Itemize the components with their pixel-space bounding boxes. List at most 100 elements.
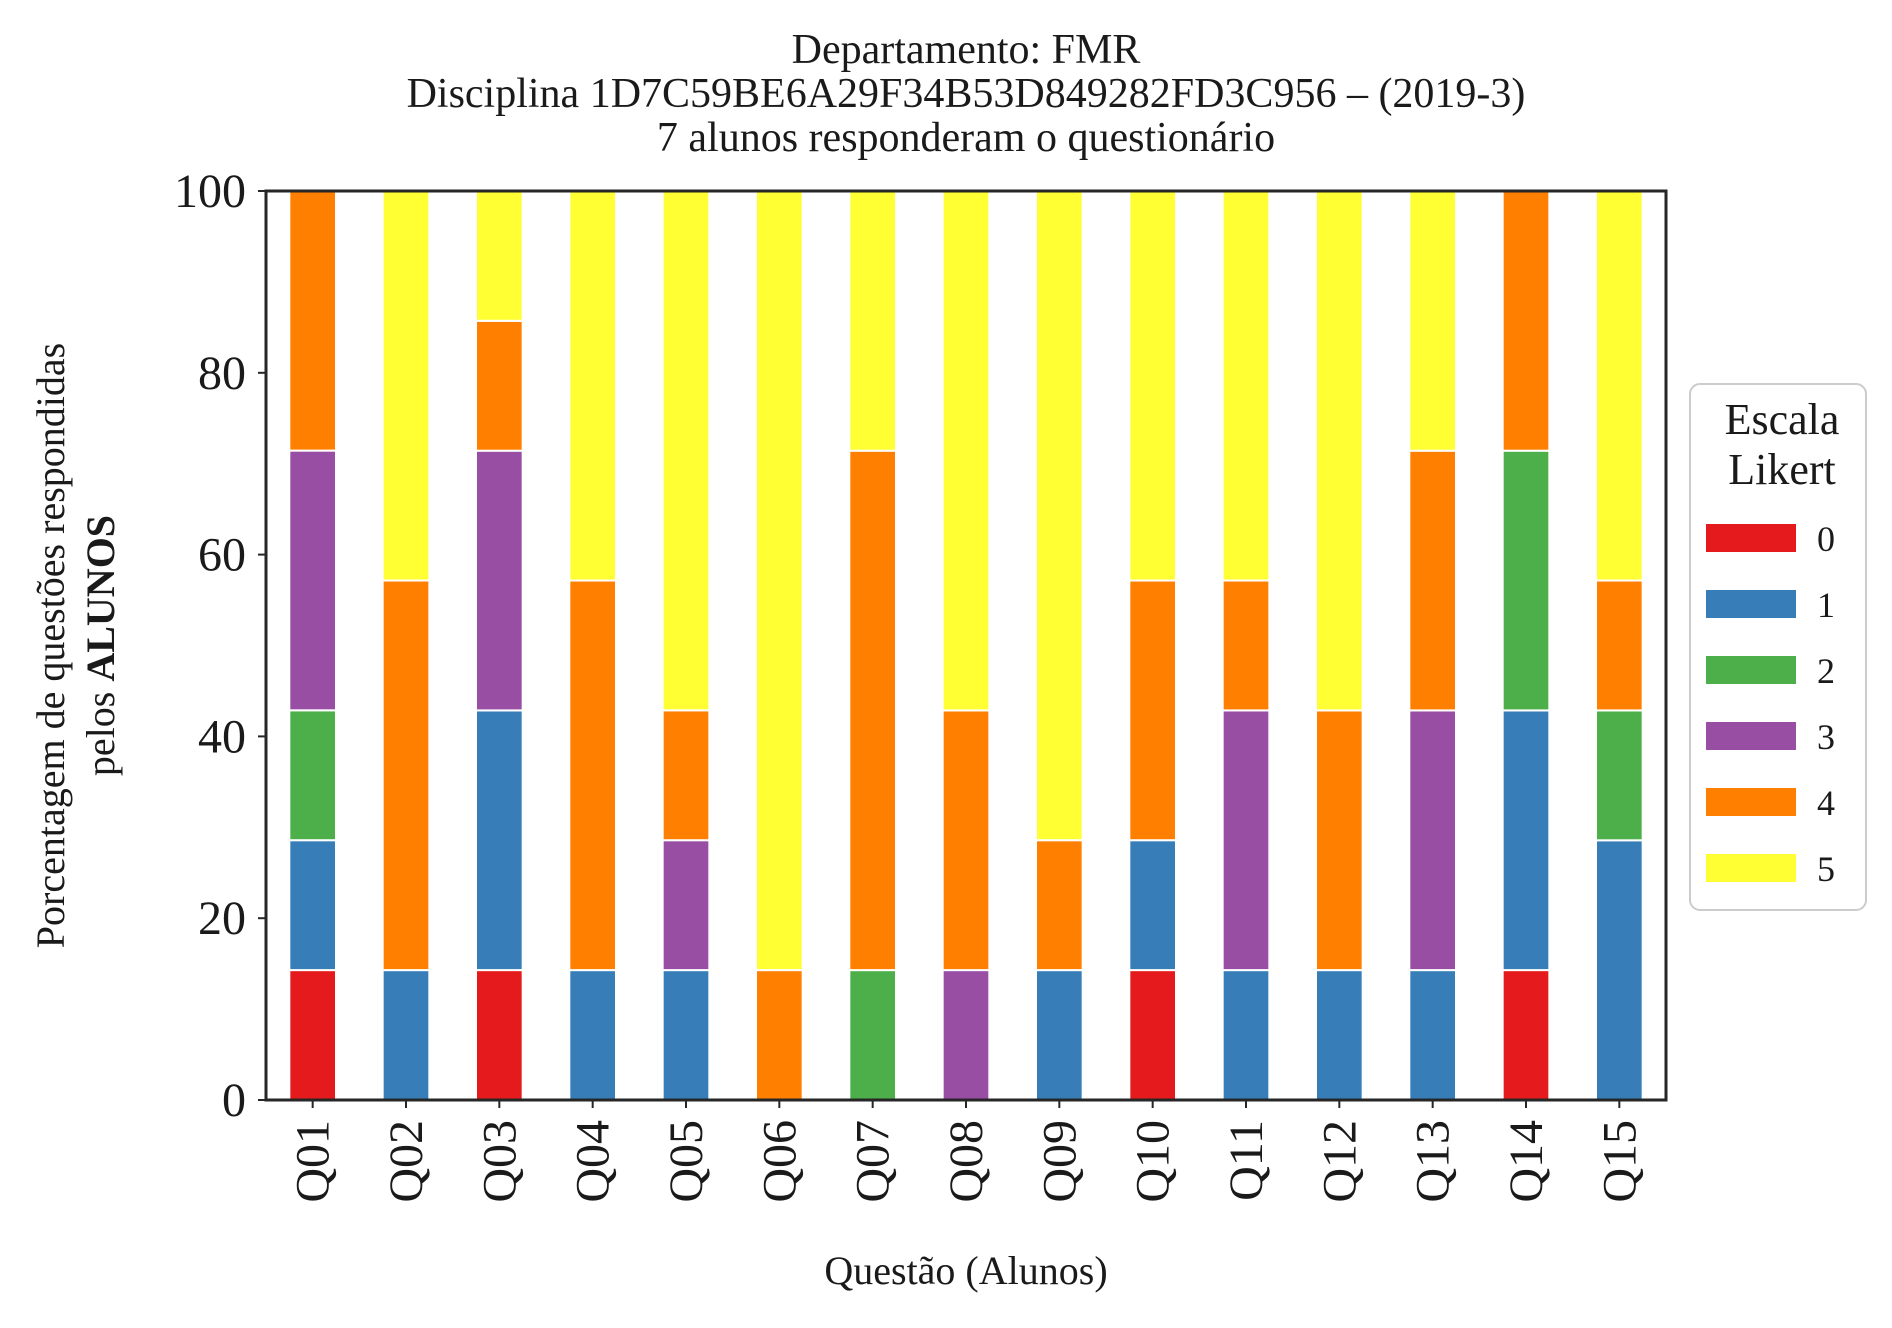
x-tick-label: Q04 bbox=[567, 1120, 620, 1203]
legend-label-1: 1 bbox=[1817, 585, 1835, 625]
bar-segment-q11-likert-5 bbox=[1221, 189, 1271, 582]
y-axis-label-prefix: pelos bbox=[78, 682, 123, 776]
y-tick-label: 40 bbox=[198, 710, 246, 763]
bar-segment-q03-likert-4 bbox=[475, 319, 524, 452]
bar-segment-q04-likert-5 bbox=[568, 189, 617, 582]
legend-title: Escala bbox=[1725, 395, 1840, 444]
bar-segment-q12-likert-5 bbox=[1315, 190, 1364, 712]
bar-segment-q04-likert-1 bbox=[568, 969, 617, 1101]
y-tick-label: 0 bbox=[222, 1074, 246, 1127]
bar-segment-q13-likert-1 bbox=[1408, 969, 1458, 1101]
bar-segment-q13-likert-5 bbox=[1408, 190, 1458, 452]
bar-segment-q12-likert-1 bbox=[1315, 969, 1364, 1101]
x-tick-label: Q01 bbox=[287, 1120, 340, 1203]
x-tick-label: Q10 bbox=[1127, 1120, 1180, 1203]
bar-segment-q01-likert-0 bbox=[288, 969, 338, 1101]
y-tick-label: 80 bbox=[198, 347, 246, 400]
bar-segment-q08-likert-5 bbox=[941, 190, 991, 712]
y-tick-label: 20 bbox=[198, 892, 246, 945]
bar-segment-q02-likert-4 bbox=[381, 579, 431, 972]
legend-swatch-0 bbox=[1706, 524, 1796, 552]
bar-segment-q03-likert-3 bbox=[475, 449, 524, 712]
bar-segment-q02-likert-1 bbox=[381, 969, 431, 1101]
chart-title-line: Departamento: FMR bbox=[792, 27, 1141, 73]
legend-title: Likert bbox=[1728, 445, 1836, 494]
y-axis-label-bold: ALUNOS bbox=[78, 515, 123, 682]
bar-segment-q15-likert-1 bbox=[1595, 839, 1644, 1101]
bar-segment-q01-likert-1 bbox=[288, 839, 338, 972]
bar-segment-q10-likert-4 bbox=[1128, 579, 1178, 842]
x-tick-label: Q06 bbox=[753, 1120, 806, 1203]
bar-segment-q10-likert-0 bbox=[1128, 969, 1178, 1101]
bars bbox=[288, 189, 1644, 1101]
bar-segment-q01-likert-2 bbox=[288, 709, 338, 842]
bar-segment-q05-likert-4 bbox=[661, 709, 711, 842]
bar-segment-q05-likert-1 bbox=[661, 969, 711, 1101]
y-axis-label-line1: Porcentagem de questões respondidas bbox=[28, 343, 73, 948]
bar-segment-q15-likert-2 bbox=[1595, 709, 1644, 842]
legend-label-5: 5 bbox=[1817, 849, 1835, 889]
bar-segment-q03-likert-0 bbox=[475, 969, 524, 1101]
bar-segment-q15-likert-5 bbox=[1595, 189, 1644, 582]
chart-title-line: Disciplina 1D7C59BE6A29F34B53D849282FD3C… bbox=[407, 71, 1526, 117]
axes: 0 20 40 60 80 100 Q01 Q02 Q03 Q04 Q05 Q06 Q07 Q08 Q09 Q… bbox=[28, 165, 1668, 1293]
x-tick-label: Q03 bbox=[473, 1120, 526, 1203]
bar-segment-q14-likert-0 bbox=[1501, 969, 1551, 1101]
bar-segment-q10-likert-5 bbox=[1128, 189, 1178, 582]
bar-segment-q05-likert-5 bbox=[661, 189, 711, 712]
bar-segment-q03-likert-5 bbox=[475, 189, 524, 322]
bar-segment-q01-likert-4 bbox=[288, 189, 338, 452]
legend-swatch-2 bbox=[1706, 656, 1796, 684]
bar-segment-q09-likert-1 bbox=[1035, 969, 1084, 1101]
bar-segment-q05-likert-3 bbox=[661, 839, 711, 972]
bar-segment-q14-likert-4 bbox=[1501, 190, 1551, 452]
bar-segment-q11-likert-3 bbox=[1221, 709, 1271, 972]
bar-segment-q06-likert-5 bbox=[755, 190, 804, 972]
y-axis-label-line2: pelos ALUNOS bbox=[78, 515, 123, 776]
y-tick-label: 60 bbox=[198, 529, 246, 582]
bar-segment-q02-likert-5 bbox=[381, 189, 431, 582]
x-axis-label: Questão (Alunos) bbox=[824, 1248, 1107, 1293]
legend-label-2: 2 bbox=[1817, 651, 1835, 691]
x-tick-label: Q14 bbox=[1500, 1120, 1553, 1203]
legend-swatch-1 bbox=[1706, 590, 1796, 618]
x-tick-label: Q02 bbox=[380, 1120, 433, 1203]
x-tick-label: Q07 bbox=[847, 1120, 900, 1203]
bar-segment-q12-likert-4 bbox=[1315, 709, 1364, 972]
bar-segment-q01-likert-3 bbox=[288, 449, 338, 712]
legend-swatch-4 bbox=[1706, 788, 1796, 816]
bar-segment-q10-likert-1 bbox=[1128, 839, 1178, 972]
x-tick-label: Q08 bbox=[940, 1120, 993, 1203]
x-tick-label: Q15 bbox=[1593, 1120, 1646, 1203]
bar-segment-q07-likert-5 bbox=[848, 190, 897, 452]
bar-segment-q15-likert-4 bbox=[1595, 579, 1644, 712]
bar-segment-q13-likert-3 bbox=[1408, 709, 1458, 972]
legend-label-4: 4 bbox=[1817, 783, 1835, 823]
bar-segment-q09-likert-5 bbox=[1035, 189, 1084, 842]
x-tick-label: Q09 bbox=[1033, 1120, 1086, 1203]
bar-segment-q13-likert-4 bbox=[1408, 449, 1458, 712]
legend-label-3: 3 bbox=[1817, 717, 1835, 757]
bar-segment-q11-likert-1 bbox=[1221, 969, 1271, 1101]
bar-segment-q07-likert-2 bbox=[848, 969, 897, 1101]
x-tick-label: Q12 bbox=[1313, 1120, 1366, 1203]
bar-segment-q04-likert-4 bbox=[568, 579, 617, 972]
bar-segment-q08-likert-4 bbox=[941, 709, 991, 972]
bar-segment-q08-likert-3 bbox=[941, 969, 991, 1101]
bar-segment-q14-likert-1 bbox=[1501, 709, 1551, 972]
bar-segment-q14-likert-2 bbox=[1501, 449, 1551, 712]
y-tick-label: 100 bbox=[174, 165, 246, 218]
bar-segment-q06-likert-4 bbox=[755, 969, 804, 1101]
chart-title-line: 7 alunos responderam o questionário bbox=[657, 115, 1275, 161]
x-tick-label: Q11 bbox=[1220, 1120, 1273, 1201]
x-tick-label: Q05 bbox=[660, 1120, 713, 1203]
bar-segment-q09-likert-4 bbox=[1035, 839, 1084, 972]
legend-swatch-5 bbox=[1706, 854, 1796, 882]
bar-segment-q03-likert-1 bbox=[475, 709, 524, 972]
bar-segment-q07-likert-4 bbox=[848, 449, 897, 972]
legend-swatch-3 bbox=[1706, 722, 1796, 750]
